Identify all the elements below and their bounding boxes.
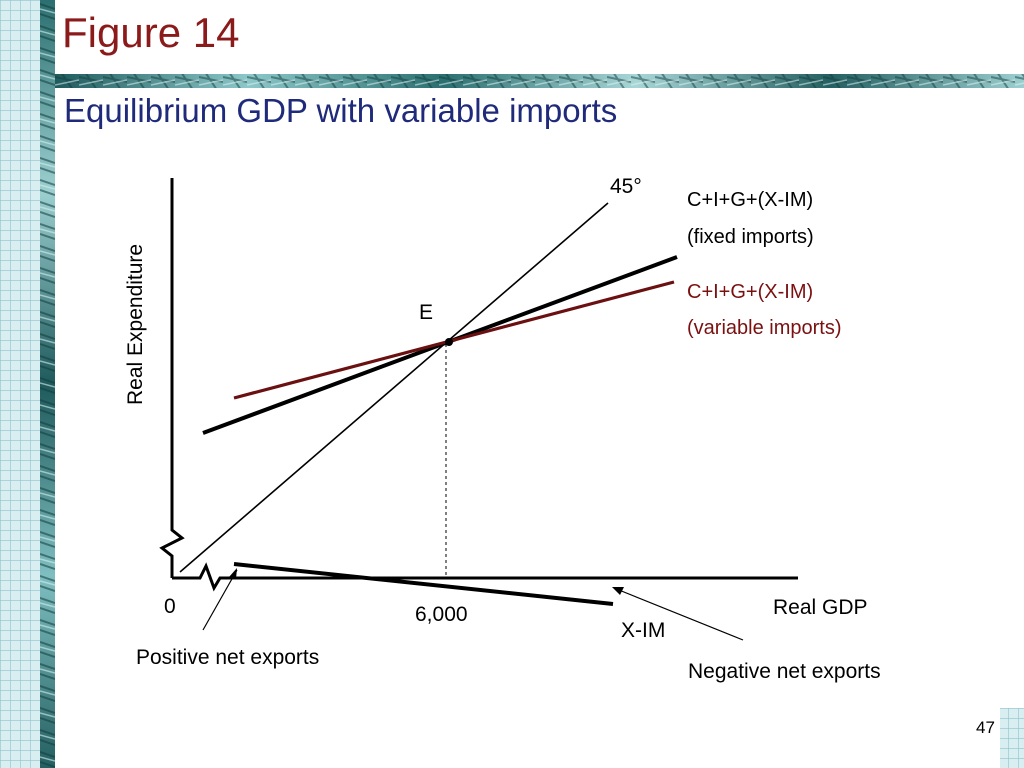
left-decorative-band: [0, 0, 55, 768]
negative-arrowhead: [612, 587, 624, 595]
y-axis-label: Real Expenditure: [124, 244, 147, 405]
y-axis: [159, 178, 185, 578]
equilibrium-label: E: [419, 301, 433, 324]
positive-net-exports-label: Positive net exports: [136, 646, 319, 669]
variable-line-label: C+I+G+(X-IM): [687, 281, 813, 303]
equilibrium-gdp-label: 6,000: [415, 603, 468, 626]
negative-net-exports-arrow: [613, 587, 744, 641]
forty-five-degree-line: [179, 202, 609, 573]
net-exports-line-label: X-IM: [621, 619, 665, 642]
corner-texture-panel: [928, 708, 1024, 768]
negative-net-exports-label: Negative net exports: [688, 660, 881, 683]
grid-pattern-strip: [0, 0, 40, 768]
slide-subtitle: Equilibrium GDP with variable imports: [64, 92, 618, 129]
fixed-line-label: C+I+G+(X-IM): [687, 189, 813, 211]
origin-label: 0: [164, 595, 176, 618]
variable-line-sublabel: (variable imports): [687, 317, 841, 339]
net-exports-line: [233, 562, 614, 606]
angle-label: 45°: [610, 175, 642, 198]
equilibrium-point: [445, 338, 453, 346]
x-axis: [172, 562, 798, 592]
title-divider-band: [55, 74, 1024, 88]
fixed-line-sublabel: (fixed imports): [687, 226, 814, 248]
x-axis-label: Real GDP: [773, 596, 868, 619]
positive-net-exports-arrow: [202, 569, 238, 631]
positive-arrowhead: [229, 568, 237, 579]
variable-imports-line: [233, 280, 675, 400]
marble-texture-strip: [40, 0, 55, 768]
slide-title: Figure 14: [62, 9, 240, 56]
page-number: 47: [976, 718, 995, 737]
